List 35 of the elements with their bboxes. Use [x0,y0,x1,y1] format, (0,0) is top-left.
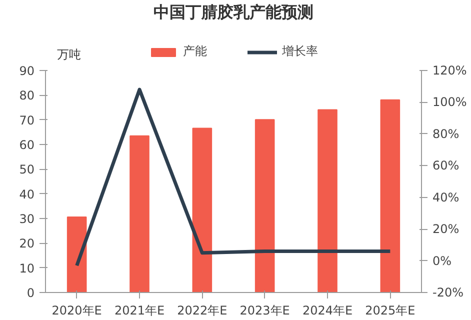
x-tick-label: 2021年E [114,304,165,318]
bar [130,135,150,292]
y2-tick-label: 100% [432,95,467,110]
y2-tick-label: 20% [432,222,460,236]
y2-tick-label: 40% [432,190,460,204]
y2-tick-label: 60% [432,158,460,173]
y-tick-label: 0 [26,286,35,300]
bar [254,119,275,292]
legend-label: 增长率 [282,43,318,60]
y-tick-label: 20 [19,236,35,251]
bar [66,216,87,292]
bar [192,128,212,292]
y-tick-label: 90 [19,64,35,78]
bar [318,109,338,292]
y-tick-label: 10 [19,261,35,276]
chart-title: 中国丁腈胶乳产能预测 [154,2,314,22]
y2-tick-label: -20% [432,286,464,300]
x-tick-label: 2023年E [240,304,290,318]
x-tick-label: 2025年E [365,304,416,318]
y2-tick-label: 120% [432,64,467,78]
bar [380,99,400,292]
y2-tick-label: 80% [432,126,460,141]
y-tick-label: 50 [19,162,35,177]
y-axis-title: 万吨 [56,47,81,62]
y-tick-label: 30 [19,212,35,226]
y2-tick-label: 0% [432,254,452,268]
y-tick-label: 40 [19,187,35,202]
y-tick-label: 60 [19,138,35,152]
x-tick-label: 2020年E [52,304,102,318]
line-series [75,88,392,268]
x-tick-label: 2024年E [302,304,353,318]
legend-label: 产能 [183,43,207,60]
y-tick-label: 70 [19,113,35,128]
x-tick-label: 2022年E [177,304,228,318]
y-tick-label: 80 [19,88,35,103]
